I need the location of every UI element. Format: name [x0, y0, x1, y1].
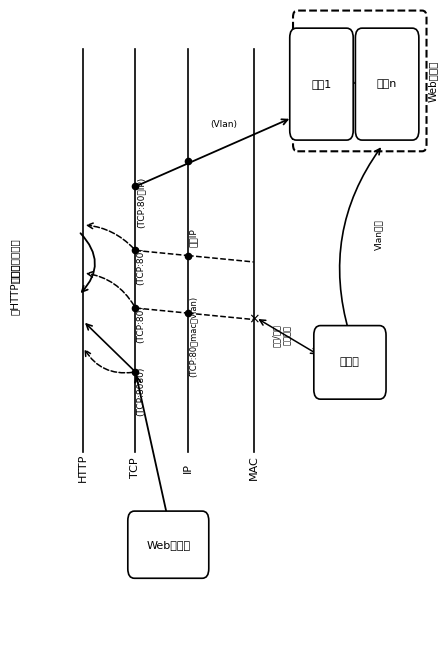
Text: 信息表: 信息表	[340, 358, 360, 367]
Text: $\times$: $\times$	[248, 312, 260, 327]
Text: (TCP:80): (TCP:80)	[136, 248, 145, 285]
Text: Web客户端: Web客户端	[146, 540, 190, 550]
Text: 代理管理服务器: 代理管理服务器	[10, 238, 20, 282]
Text: 设备n: 设备n	[377, 79, 397, 89]
Text: (TCP:8080): (TCP:8080)	[136, 367, 145, 416]
Text: Vlan信息: Vlan信息	[374, 219, 383, 250]
FancyBboxPatch shape	[128, 511, 209, 578]
Text: (TCP:80): (TCP:80)	[136, 305, 145, 343]
FancyBboxPatch shape	[290, 28, 353, 140]
Text: MAC: MAC	[248, 456, 259, 480]
Text: 设备1: 设备1	[311, 79, 331, 89]
Text: （HTTP中继）: （HTTP中继）	[10, 263, 20, 314]
FancyBboxPatch shape	[314, 325, 386, 399]
FancyBboxPatch shape	[355, 28, 419, 140]
Text: Web服务器: Web服务器	[428, 60, 438, 102]
Text: (TCP:80，mac，vlan): (TCP:80，mac，vlan)	[189, 296, 198, 377]
Text: TCP: TCP	[131, 457, 140, 478]
Text: (TCP:80，IP): (TCP:80，IP)	[136, 177, 145, 228]
Text: HTTP: HTTP	[78, 454, 88, 482]
Text: ···: ···	[347, 75, 362, 93]
Text: (Vlan): (Vlan)	[210, 120, 237, 129]
Text: 分配IP: 分配IP	[189, 228, 198, 247]
Text: IP: IP	[183, 463, 193, 473]
Text: 更新/获取
设备信息: 更新/获取 设备信息	[273, 324, 292, 347]
FancyBboxPatch shape	[293, 10, 426, 151]
